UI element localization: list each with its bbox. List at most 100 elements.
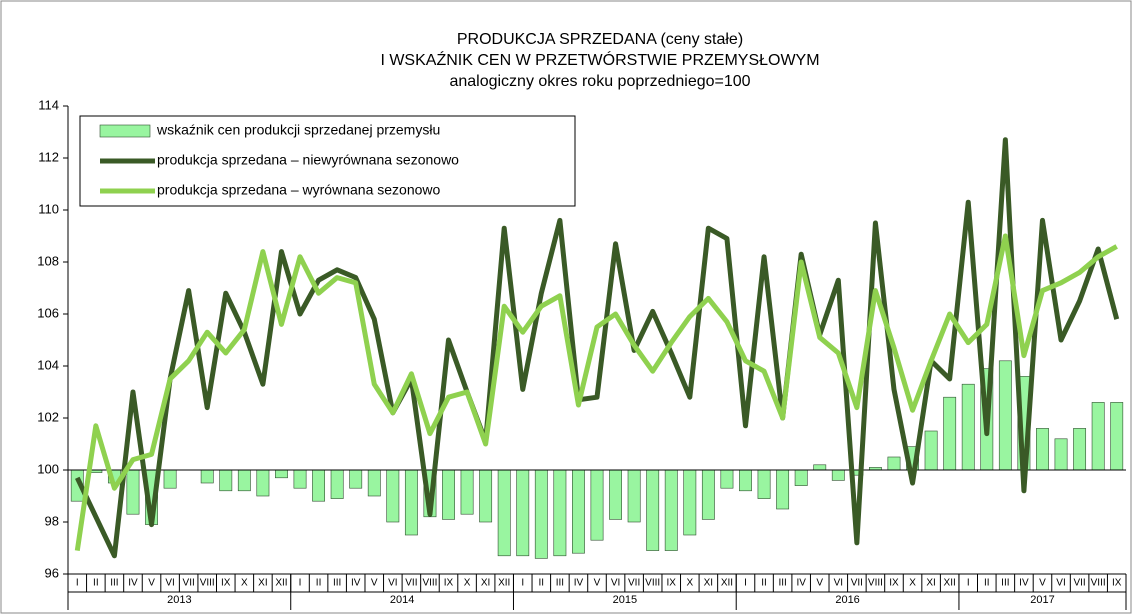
bar: [275, 469, 288, 479]
x-tick-label: III: [778, 578, 786, 589]
bar: [646, 469, 660, 551]
x-tick-label: I: [744, 578, 747, 589]
bar: [720, 469, 734, 489]
x-tick-label: XI: [481, 578, 490, 589]
y-tick-label: 98: [45, 513, 59, 528]
bar: [739, 469, 752, 492]
y-tick-label: 110: [38, 201, 59, 216]
bar: [497, 469, 511, 557]
bar: [516, 469, 530, 557]
bar: [479, 469, 493, 523]
x-tick-label: VI: [834, 578, 843, 589]
bar: [163, 469, 177, 489]
x-tick-label: IX: [221, 578, 231, 589]
y-tick-label: 96: [45, 565, 59, 580]
x-tick-label: VII: [405, 578, 417, 589]
x-tick-label: IX: [1112, 578, 1122, 589]
bar: [831, 469, 845, 481]
x-tick-label: II: [761, 578, 767, 589]
bar: [943, 396, 957, 471]
x-tick-label: I: [521, 578, 524, 589]
y-tick-label: 112: [38, 149, 59, 164]
x-tick-label: XI: [704, 578, 713, 589]
x-tick-label: IX: [444, 578, 454, 589]
bar: [1036, 428, 1049, 471]
bar: [1091, 402, 1105, 471]
y-tick-label: 100: [37, 461, 59, 476]
x-tick-label: IV: [128, 578, 138, 589]
bar: [609, 469, 622, 520]
bar: [998, 360, 1012, 471]
bar: [701, 469, 715, 520]
legend-box: [79, 115, 576, 207]
x-tick-label: III: [556, 578, 564, 589]
x-tick-label: II: [316, 578, 322, 589]
x-tick-label: VII: [1073, 578, 1085, 589]
bar: [534, 469, 548, 559]
bar: [553, 469, 567, 557]
bar: [330, 469, 344, 499]
legend-label: produkcja sprzedana – niewyrównana sezon…: [157, 152, 459, 168]
x-tick-label: IX: [889, 578, 899, 589]
x-tick-label: IV: [351, 578, 361, 589]
bar: [924, 430, 938, 471]
bar: [237, 469, 251, 492]
x-tick-label: VIII: [422, 578, 437, 589]
x-tick-label: V: [816, 578, 823, 589]
y-tick-label: 108: [37, 253, 59, 268]
bar: [813, 464, 827, 471]
bar: [627, 469, 641, 523]
bar: [794, 469, 808, 486]
x-tick-label: X: [241, 578, 248, 589]
chart-title: PRODUKCJA SPRZEDANA (ceny stałe): [457, 31, 743, 48]
x-tick-label: V: [371, 578, 378, 589]
x-tick-label: X: [909, 578, 916, 589]
x-tick-label: IV: [574, 578, 584, 589]
bar: [757, 469, 771, 499]
chart-title: I WSKAŹNIK CEN W PRZETWÓRSTWIE PRZEMYSŁO…: [380, 50, 819, 69]
x-tick-label: I: [967, 578, 970, 589]
x-tick-label: VI: [1056, 578, 1065, 589]
bar: [219, 469, 233, 492]
bar: [312, 469, 326, 502]
line: [75, 137, 1120, 559]
x-tick-label: II: [93, 578, 99, 589]
x-tick-label: XI: [926, 578, 935, 589]
year-label: 2013: [167, 594, 191, 606]
year-label: 2016: [835, 594, 859, 606]
y-tick-label: 114: [38, 97, 59, 112]
bar: [442, 469, 455, 520]
x-tick-label: VII: [183, 578, 195, 589]
bar: [776, 469, 790, 510]
x-tick-label: VII: [851, 578, 863, 589]
year-label: 2014: [390, 594, 414, 606]
x-tick-label: VI: [388, 578, 397, 589]
x-tick-label: III: [333, 578, 341, 589]
x-tick-label: II: [539, 578, 545, 589]
bar: [367, 469, 381, 497]
bar: [664, 469, 678, 551]
x-tick-label: VI: [165, 578, 174, 589]
x-tick-label: VI: [611, 578, 620, 589]
bar: [1073, 428, 1087, 471]
x-tick-label: XI: [258, 578, 267, 589]
x-tick-label: XII: [275, 578, 287, 589]
x-tick-label: IV: [796, 578, 806, 589]
x-tick-label: V: [148, 578, 155, 589]
bar: [349, 469, 363, 489]
x-tick-label: I: [299, 578, 302, 589]
chart-subtitle: analogiczny okres roku poprzedniego=100: [449, 73, 750, 90]
year-label: 2017: [1030, 594, 1054, 606]
x-tick-label: IX: [667, 578, 677, 589]
x-tick-label: V: [1039, 578, 1046, 589]
x-tick-label: X: [464, 578, 471, 589]
x-tick-label: III: [1001, 578, 1009, 589]
legend-label: produkcja sprzedana – wyrównana sezonowo: [157, 182, 440, 198]
y-tick-label: 106: [37, 305, 59, 320]
x-tick-label: VIII: [868, 578, 883, 589]
x-tick-label: XII: [498, 578, 510, 589]
x-tick-label: VIII: [200, 578, 215, 589]
bar: [256, 469, 270, 497]
bar: [386, 469, 400, 523]
